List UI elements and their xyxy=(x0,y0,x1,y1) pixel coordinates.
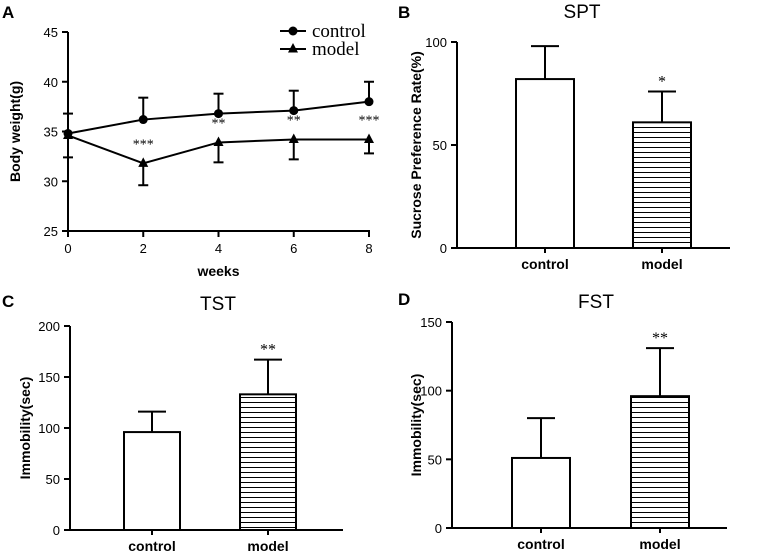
y-tick-label: 40 xyxy=(44,75,58,90)
y-tick-label: 30 xyxy=(44,174,58,189)
significance-label: * xyxy=(658,73,666,90)
x-tick-label: 4 xyxy=(215,241,222,256)
panel-letter-b: B xyxy=(398,3,410,22)
chart-title: FST xyxy=(578,292,614,313)
chart-title: TST xyxy=(200,294,236,315)
x-axis-title: weeks xyxy=(196,263,239,279)
panel-d: D FST 0 50 100 150 Immobility(sec) control model… xyxy=(398,290,727,552)
y-tick-label: 25 xyxy=(44,224,58,239)
x-tick-label: model xyxy=(639,536,680,552)
bar-model xyxy=(239,393,297,531)
bar-control xyxy=(515,78,575,249)
y-axis-title: Sucrose Preference Rate(%) xyxy=(408,51,424,239)
significance-label: ** xyxy=(212,117,226,132)
x-tick-label: 6 xyxy=(290,241,297,256)
panel-c: C TST 0 50 100 150 200 Immobility(sec) control mo… xyxy=(2,292,343,553)
y-tick-label: 0 xyxy=(53,523,60,538)
x-tick-label: control xyxy=(521,256,568,272)
x-tick-label: model xyxy=(247,538,288,553)
y-axis-title: Immobility(sec) xyxy=(17,377,33,480)
series-model: ***** ** *** xyxy=(63,114,380,187)
panel-letter-a: A xyxy=(2,3,14,22)
y-tick-label: 100 xyxy=(420,384,442,399)
legend-marker-control xyxy=(288,26,298,36)
legend-label-control: control xyxy=(312,21,366,42)
significance-label: ** xyxy=(652,330,668,347)
significance-label: ** xyxy=(260,342,276,359)
data-point xyxy=(214,109,223,119)
y-tick-label: 50 xyxy=(428,452,442,467)
data-point xyxy=(138,157,149,167)
y-tick-label: 150 xyxy=(420,315,442,330)
y-tick-label: 100 xyxy=(38,421,60,436)
data-point xyxy=(289,106,299,116)
legend-marker-model xyxy=(288,43,298,53)
panel-letter-d: D xyxy=(398,290,410,309)
y-tick-label: 100 xyxy=(425,35,447,50)
y-tick-label: 150 xyxy=(38,370,60,385)
x-tick-label: 2 xyxy=(140,241,147,256)
data-point xyxy=(213,136,224,146)
y-tick-label: 200 xyxy=(38,319,60,334)
significance-label: *** xyxy=(359,114,380,129)
data-point xyxy=(63,129,73,139)
significance-label: *** xyxy=(133,137,154,152)
series-control xyxy=(63,80,374,138)
bar-model xyxy=(630,395,690,529)
y-tick-label: 0 xyxy=(435,521,442,536)
x-tick-label: control xyxy=(128,538,175,553)
data-point xyxy=(138,115,148,125)
x-tick-label: 8 xyxy=(365,241,372,256)
panel-letter-c: C xyxy=(2,292,14,311)
x-tick-label: control xyxy=(517,536,564,552)
data-point xyxy=(364,97,374,107)
y-tick-label: 35 xyxy=(44,125,58,140)
data-point xyxy=(364,133,374,143)
data-point xyxy=(288,133,299,143)
y-tick-label: 0 xyxy=(440,241,447,256)
bar-control xyxy=(123,431,181,531)
x-tick-label: model xyxy=(641,256,682,272)
legend-label-model: model xyxy=(312,39,360,60)
chart-title: SPT xyxy=(564,2,601,23)
y-axis-title: Immobility(sec) xyxy=(408,374,424,477)
x-tick-label: 0 xyxy=(64,241,71,256)
bar-control xyxy=(511,456,571,529)
y-axis-title: Body weight(g) xyxy=(7,81,23,182)
bar-model xyxy=(632,121,692,249)
significance-label: ** xyxy=(287,114,301,129)
y-tick-label: 45 xyxy=(44,25,58,40)
y-tick-label: 50 xyxy=(433,138,447,153)
y-tick-label: 50 xyxy=(46,472,60,487)
